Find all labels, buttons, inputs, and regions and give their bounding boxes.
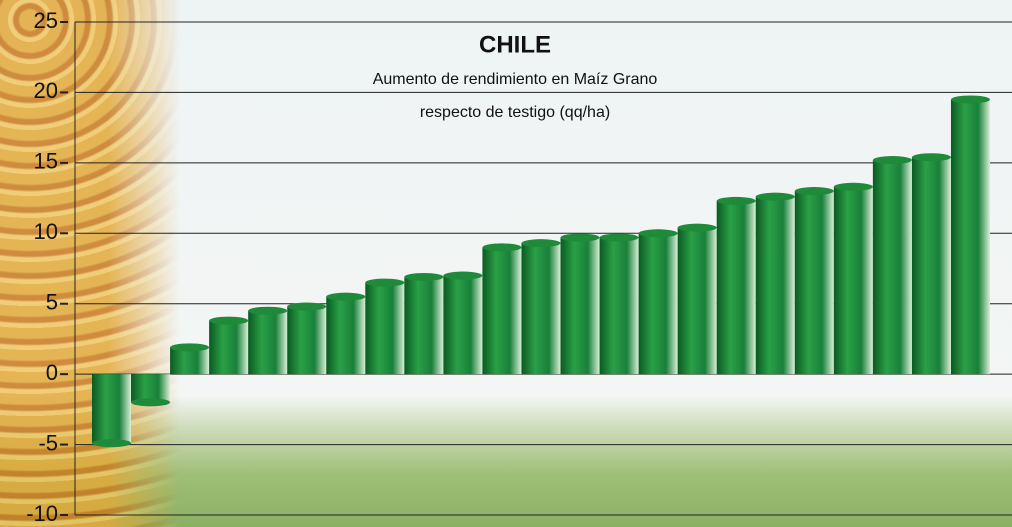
bar-top [365, 279, 404, 287]
bar-top [482, 243, 521, 251]
bar [92, 374, 131, 443]
chart: CHILE Aumento de rendimiento en Maíz Gra… [0, 0, 1012, 527]
bar [521, 243, 560, 374]
bar-top [443, 272, 482, 280]
y-tick-label: -5 [38, 430, 58, 455]
y-tick-label: 0 [46, 360, 58, 385]
bar-top [600, 234, 639, 242]
chart-title: CHILE [479, 31, 551, 58]
bar-top [951, 95, 990, 103]
bar [795, 191, 834, 374]
bar-top [170, 343, 209, 351]
chart-subtitle: respecto de testigo (qq/ha) [420, 104, 610, 121]
bar-top [795, 187, 834, 195]
bar-top [873, 156, 912, 164]
bar-top [521, 239, 560, 247]
bar-top [834, 183, 873, 191]
bar-top [639, 229, 678, 237]
bar [756, 197, 795, 374]
bar [365, 283, 404, 375]
bar [131, 374, 170, 402]
y-tick-label: 25 [34, 8, 58, 33]
bar [404, 277, 443, 374]
bar-top [326, 293, 365, 301]
bar [717, 201, 756, 374]
bar-top [756, 193, 795, 201]
bar [482, 247, 521, 374]
bar-top [717, 197, 756, 205]
bar [561, 238, 600, 375]
bar-top [678, 224, 717, 232]
bar [912, 157, 951, 374]
bar [951, 99, 990, 374]
bar [170, 347, 209, 374]
y-tick-label: -10 [26, 501, 58, 526]
chart-page: CHILE Aumento de rendimiento en Maíz Gra… [0, 0, 1012, 527]
bar [287, 307, 326, 375]
y-tick-label: 5 [46, 290, 58, 315]
chart-subtitle: Aumento de rendimiento en Maíz Grano [373, 71, 658, 88]
bar-top [92, 439, 131, 447]
bar-top [561, 234, 600, 242]
bar [678, 228, 717, 374]
bar [873, 160, 912, 374]
y-tick-label: 10 [34, 219, 58, 244]
y-tick-label: 20 [34, 78, 58, 103]
bar [600, 238, 639, 375]
bar-top [912, 153, 951, 161]
bar-top [248, 307, 287, 315]
y-tick-label: 15 [34, 149, 58, 174]
bar [834, 187, 873, 374]
bar-top [287, 303, 326, 311]
bar [248, 311, 287, 374]
bar [639, 233, 678, 374]
bar [209, 321, 248, 375]
bar-top [404, 273, 443, 281]
bar [443, 276, 482, 375]
bar [326, 297, 365, 374]
bar-top [131, 398, 170, 406]
bar-top [209, 317, 248, 325]
